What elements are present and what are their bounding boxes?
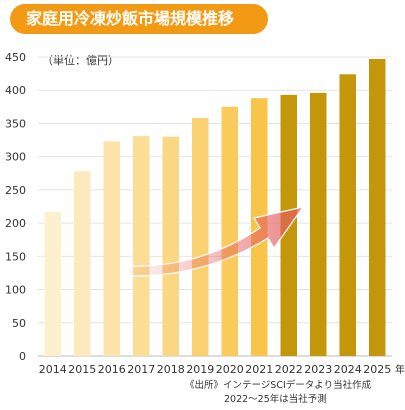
y-tick-label: 400 [5, 84, 26, 97]
y-tick-label: 0 [19, 350, 26, 363]
bar [73, 171, 91, 356]
trend-arrow [127, 206, 305, 277]
bar [221, 106, 239, 356]
y-tick-label: 150 [5, 250, 26, 263]
y-tick-label: 450 [5, 51, 26, 64]
x-tick-label: 2015 [68, 363, 96, 376]
x-tick-label: 2022 [275, 363, 303, 376]
y-tick-label: 350 [5, 117, 26, 130]
y-tick-label: 200 [5, 217, 26, 230]
x-axis-suffix: 年 [395, 363, 405, 376]
x-tick-label: 2025 [363, 363, 391, 376]
x-tick-label: 2017 [127, 363, 155, 376]
y-tick-label: 250 [5, 184, 26, 197]
y-tick-label: 50 [12, 317, 26, 330]
x-tick-label: 2019 [186, 363, 214, 376]
forecast-bar [309, 92, 327, 356]
bar [191, 118, 209, 356]
bar [103, 141, 121, 356]
x-tick-label: 2014 [39, 363, 67, 376]
chart-title: 家庭用冷凍炒飯市場規模推移 [10, 4, 268, 34]
source-note: 《出所》インテージSCIデータより当社作成 [185, 380, 372, 391]
x-tick-label: 2021 [245, 363, 273, 376]
y-tick-label: 100 [5, 284, 26, 297]
forecast-bar [368, 58, 386, 356]
y-tick-label: 300 [5, 151, 26, 164]
x-tick-label: 2023 [304, 363, 332, 376]
bar [162, 136, 180, 356]
x-tick-label: 2024 [334, 363, 362, 376]
forecast-note: 2022〜25年は当社予測 [224, 394, 327, 405]
bar [44, 211, 62, 356]
forecast-bar [339, 74, 357, 356]
bar [132, 136, 150, 356]
x-tick-label: 2018 [157, 363, 185, 376]
x-tick-label: 2016 [98, 363, 126, 376]
x-tick-label: 2020 [216, 363, 244, 376]
